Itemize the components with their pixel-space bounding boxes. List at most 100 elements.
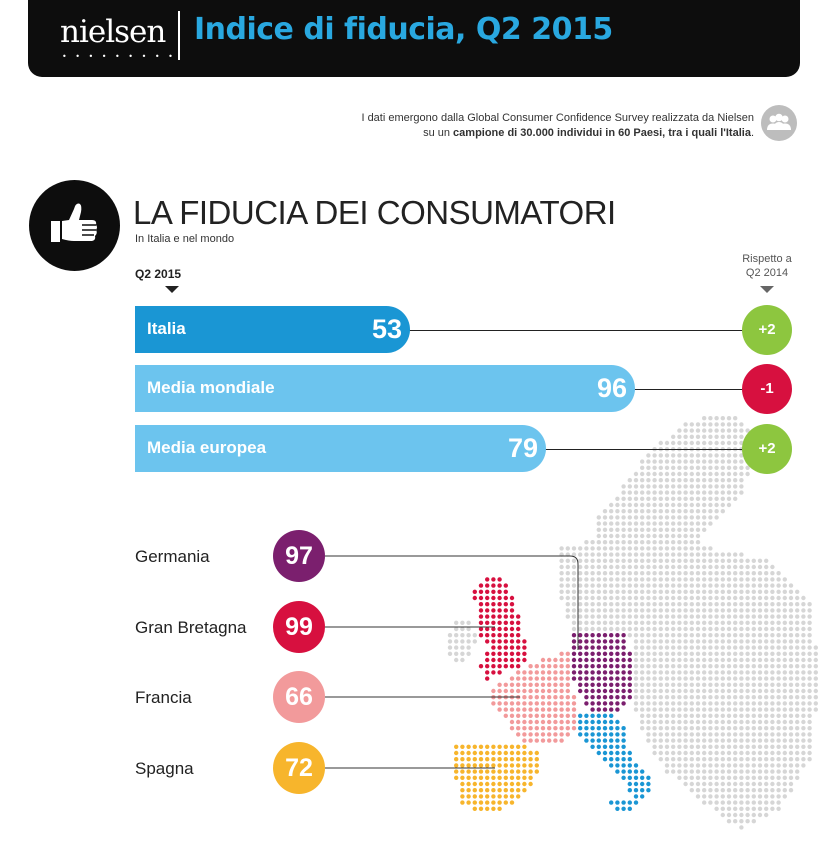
map-dot [733, 726, 738, 731]
map-dot [739, 620, 744, 625]
map-dot [565, 701, 570, 706]
map-dot [540, 676, 546, 681]
map-dot [627, 558, 632, 563]
map-dot [745, 769, 750, 774]
map-dot [757, 788, 763, 793]
map-dot [739, 471, 744, 477]
map-dot [683, 645, 688, 650]
map-dot [633, 676, 639, 681]
map-dot [646, 639, 651, 644]
map-dot [571, 651, 577, 656]
map-dot [745, 577, 750, 582]
map-dot [733, 465, 738, 470]
map-dot [466, 781, 471, 787]
map-dot [646, 459, 651, 464]
map-dot [714, 608, 719, 613]
map-dot [739, 695, 744, 700]
map-dot [664, 521, 670, 526]
map-dot [764, 738, 769, 743]
map-dot [553, 732, 558, 737]
map-dot [602, 738, 608, 743]
map-dot [788, 639, 794, 644]
map-dot [695, 533, 701, 539]
map-dot [671, 478, 676, 483]
map-dot [695, 620, 701, 625]
map-dot [590, 670, 595, 675]
map-dot [602, 750, 608, 756]
map-dot [782, 701, 787, 706]
map-dot [714, 502, 719, 508]
map-dot [770, 744, 775, 749]
map-dot [726, 577, 732, 582]
map-dot [652, 502, 657, 508]
map-dot [497, 744, 502, 749]
map-dot [640, 688, 645, 694]
map-dot [466, 620, 471, 625]
map-dot [596, 639, 601, 644]
map-dot [522, 701, 527, 706]
map-dot [695, 682, 701, 687]
map-dot [621, 533, 626, 539]
map-dot [497, 707, 502, 712]
map-dot [751, 788, 756, 793]
map-dot [695, 670, 701, 675]
map-dot [677, 478, 682, 483]
map-dot [565, 608, 570, 613]
map-dot [609, 732, 614, 737]
map-dot [726, 620, 732, 625]
map-dot [726, 434, 732, 439]
map-dot [646, 453, 651, 458]
map-dot [695, 496, 701, 501]
map-dot [745, 583, 750, 588]
map-dot [695, 645, 701, 650]
map-dot [478, 800, 484, 805]
map-dot [571, 657, 577, 663]
map-dot [689, 682, 694, 687]
map-dot [733, 695, 738, 700]
map-dot [646, 645, 651, 650]
map-dot [739, 825, 744, 830]
map-dot [652, 558, 657, 563]
map-dot [695, 688, 701, 694]
map-dot [516, 688, 521, 694]
map-dot [621, 633, 626, 638]
map-dot [652, 459, 657, 464]
map-dot [621, 540, 626, 545]
map-dot [695, 453, 701, 458]
map-dot [503, 788, 508, 793]
map-dot [478, 750, 484, 756]
map-dot [602, 546, 608, 551]
map-dot [702, 416, 707, 421]
map-dot [695, 788, 701, 793]
map-dot [757, 750, 763, 756]
map-dot [621, 583, 626, 588]
map-dot [454, 645, 459, 650]
map-dot [646, 589, 651, 594]
map-dot [472, 781, 477, 787]
map-dot [770, 738, 775, 743]
map-dot [478, 757, 484, 762]
map-dot [640, 620, 645, 625]
map-dot [751, 614, 756, 619]
map-dot [757, 657, 763, 663]
map-dot [578, 726, 583, 731]
map-dot [689, 589, 694, 594]
map-dot [689, 626, 694, 632]
map-dot [813, 670, 818, 675]
map-dot [627, 589, 632, 594]
map-dot [683, 707, 688, 712]
map-dot [788, 589, 794, 594]
map-dot [609, 509, 614, 514]
map-dot [596, 540, 601, 545]
map-dot [646, 478, 651, 483]
map-dot [615, 540, 620, 545]
map-dot [633, 478, 639, 483]
map-dot [726, 478, 732, 483]
map-dot [627, 620, 632, 625]
map-dot [788, 664, 794, 669]
map-dot [627, 546, 632, 551]
map-dot [733, 453, 738, 458]
map-dot [671, 614, 676, 619]
map-dot [702, 750, 707, 756]
map-dot [652, 651, 657, 656]
